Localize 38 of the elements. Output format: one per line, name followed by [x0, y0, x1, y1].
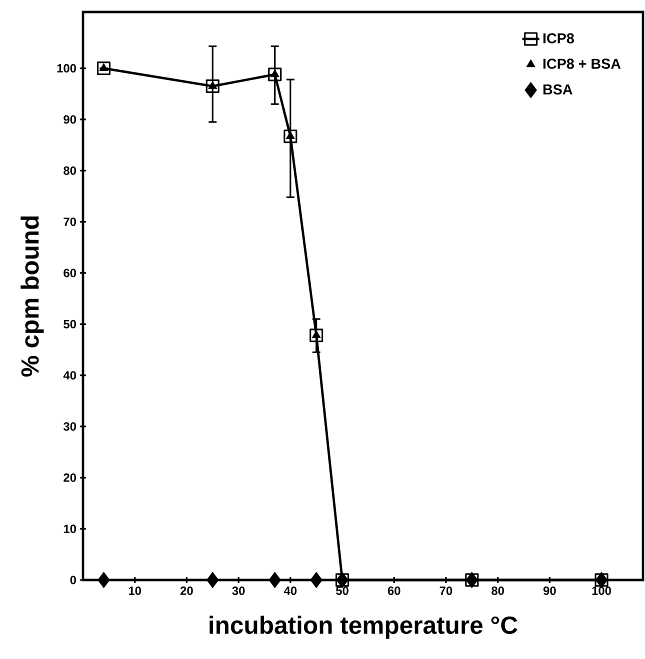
x-tick-label: 10: [128, 586, 142, 595]
point: [286, 131, 295, 140]
point: [312, 330, 321, 338]
point: [310, 572, 323, 588]
x-tick-label: 90: [543, 586, 556, 595]
y-tick-label: 0: [70, 576, 76, 584]
point: [98, 572, 110, 588]
y-tick-label: 10: [64, 524, 76, 534]
point: [99, 63, 108, 71]
point: [96, 62, 111, 76]
point: [208, 81, 218, 89]
y-tick-label: 40: [63, 371, 76, 380]
x-tick-label: 50: [336, 586, 348, 595]
x-tick-label: 20: [180, 586, 193, 595]
x-tick-label: 80: [492, 586, 504, 595]
x-tick-label: 60: [388, 586, 400, 595]
point: [206, 79, 220, 93]
point: [268, 572, 282, 588]
y-tick-label: 90: [64, 115, 76, 124]
x-tick-label: 70: [440, 586, 452, 595]
y-axis-title: % cpm bound: [20, 216, 44, 377]
y-tick-label: 20: [64, 473, 76, 482]
x-axis-title: incubation temperature °C: [210, 616, 518, 639]
y-tick-label: 80: [64, 166, 76, 175]
legend-label: ICP8: [543, 33, 574, 44]
point: [310, 328, 324, 342]
point: [284, 130, 298, 144]
y-tick-label: 100: [57, 64, 76, 73]
x-tick-label: 40: [284, 586, 297, 595]
x-tick-label: 100: [592, 586, 611, 595]
y-tick-label: 30: [63, 422, 76, 431]
legend-label: ICP8 + BSA: [543, 58, 621, 69]
y-tick-label: 60: [64, 268, 76, 278]
y-tick-label: 50: [64, 320, 76, 328]
x-tick-label: 30: [232, 586, 245, 595]
point: [206, 572, 219, 588]
y-tick-label: 70: [64, 218, 76, 226]
legend-label: BSA: [543, 84, 572, 95]
